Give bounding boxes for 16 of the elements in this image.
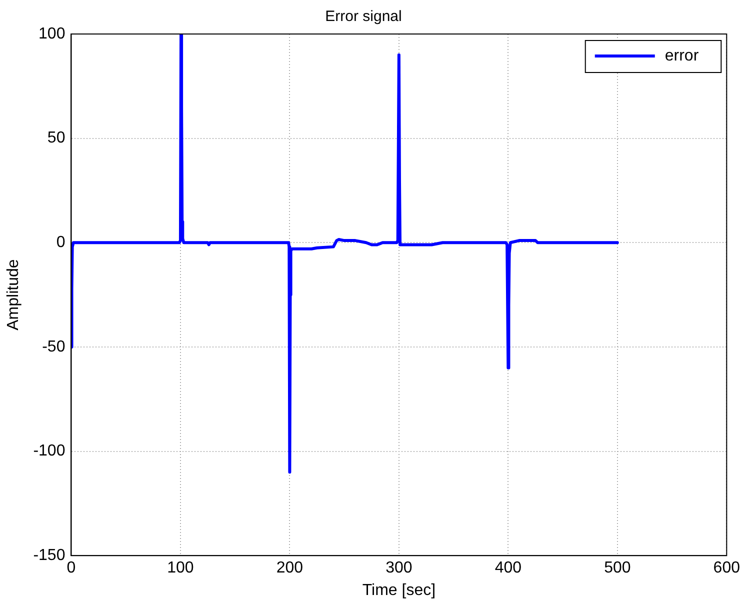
x-tick-label: 400: [494, 560, 522, 577]
y-tick-label: 100: [38, 25, 66, 42]
x-tick-label: 600: [713, 560, 740, 577]
x-tick-label: 300: [386, 560, 412, 577]
y-tick-label: 50: [47, 130, 66, 147]
chart-title: Error signal: [325, 8, 402, 26]
y-tick-label: -150: [33, 547, 66, 564]
y-axis-title: Amplitude: [5, 259, 22, 330]
x-axis-title: Time [sec]: [362, 582, 436, 599]
x-tick-label: 100: [167, 560, 194, 577]
legend-label: error: [664, 47, 700, 64]
x-tick-label: 500: [604, 560, 631, 577]
y-tick-label: -50: [42, 338, 66, 356]
y-tick-label: 0: [56, 234, 66, 252]
x-tick-label: 200: [276, 560, 304, 577]
y-tick-label: -100: [33, 442, 66, 460]
